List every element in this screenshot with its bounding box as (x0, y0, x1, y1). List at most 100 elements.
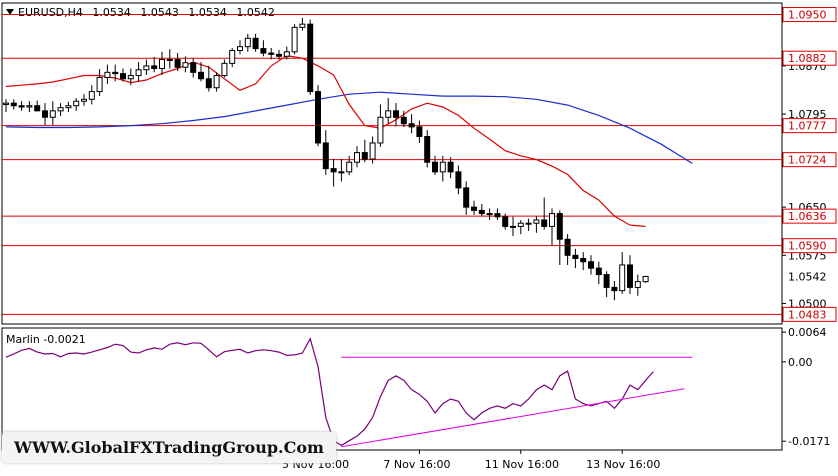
candle-down (400, 116, 407, 125)
candle-down (307, 23, 314, 93)
candle-up (3, 102, 9, 105)
candle-up (619, 264, 626, 292)
candle-up (385, 110, 392, 118)
level-label: 1.0882 (788, 52, 827, 65)
candle-up (377, 116, 384, 144)
collapse-arrow-icon[interactable] (6, 9, 14, 15)
level-label-box (782, 238, 837, 254)
candle-down (564, 238, 571, 256)
candle-down (174, 58, 181, 68)
time-tick-label: 7 Nov 16:00 (383, 458, 450, 471)
level-label: 1.0724 (788, 154, 827, 167)
candle-down (393, 110, 399, 118)
symbol-label: EURUSD,H4 (18, 6, 83, 19)
candle-up (486, 213, 493, 216)
candle-up (369, 142, 376, 160)
price-pane (1, 2, 783, 325)
candle-up (517, 222, 524, 227)
indicator-pane (1, 327, 783, 451)
candle-down (502, 216, 509, 227)
candle-down (260, 48, 267, 54)
candle-down (572, 254, 579, 260)
ohlc-open: 1.0534 (92, 6, 131, 19)
candle-down (611, 286, 618, 292)
level-label: 1.0950 (788, 9, 827, 22)
indicator-tick-label: 0.00 (788, 356, 813, 369)
candle-up (96, 76, 103, 93)
time-axis: 5 Nov 16:00 7 Nov 16:00 11 Nov 16:00 13 Nov… (282, 450, 660, 471)
candle-up (73, 100, 80, 107)
candle-down (34, 105, 41, 112)
time-tick-label: 13 Nov 16:00 (586, 458, 660, 471)
candle-down (120, 73, 126, 80)
candle-down (424, 136, 431, 163)
candle-down (322, 142, 329, 170)
price-axis: 1.09501.08701.07951.07201.06501.05751.05… (782, 7, 837, 322)
candle-up (549, 213, 555, 227)
indicator-tick-label: -0.0171 (788, 435, 830, 448)
candle-down (190, 62, 197, 73)
trendline-rising (341, 388, 685, 448)
level-label-box (782, 208, 837, 224)
price-tick-label: 1.0795 (788, 108, 827, 121)
indicator-tick-label: 0.0064 (788, 326, 827, 339)
candle-down (151, 65, 158, 69)
candle-up (439, 161, 446, 173)
candle-down (471, 206, 477, 211)
candle-down (408, 123, 415, 128)
candle-down (432, 161, 438, 173)
candle-down (198, 71, 204, 80)
candle-up (642, 275, 649, 283)
level-label-box (782, 7, 837, 23)
candle-down (18, 105, 25, 108)
candle-down (580, 258, 587, 263)
candle-up (127, 75, 134, 80)
candle-up (510, 225, 516, 228)
candle-up (57, 107, 64, 112)
candle-up (244, 37, 251, 48)
level-lines (2, 14, 782, 315)
candle-down (595, 267, 602, 276)
candle-up (346, 161, 353, 173)
candle-up (291, 26, 298, 53)
level-label-box (782, 50, 837, 66)
current-price-box (783, 269, 836, 284)
candle-up (354, 152, 360, 163)
candle-down (494, 213, 501, 218)
candle-up (143, 65, 150, 71)
candle-up (299, 23, 306, 28)
candle-up (221, 62, 228, 77)
candle-down (330, 168, 337, 173)
candle-down (627, 264, 633, 288)
level-label: 1.0483 (788, 308, 827, 321)
indicator-title: Marlin -0.0021 (6, 333, 86, 346)
candle-down (361, 152, 368, 160)
candle-up (533, 219, 540, 224)
candle-down (112, 71, 119, 75)
candles (3, 17, 649, 301)
level-label-box (782, 306, 837, 322)
candle-down (463, 187, 470, 208)
ohlc-close: 1.0542 (236, 6, 275, 19)
candle-down (268, 52, 275, 55)
moving-averages (5, 54, 693, 227)
candle-down (541, 219, 548, 227)
candle-down (205, 78, 212, 89)
candle-down (447, 161, 454, 173)
candle-up (213, 75, 220, 89)
candle-up (135, 69, 142, 77)
marlin-line (5, 337, 654, 447)
candle-up (65, 105, 72, 109)
candle-down (556, 213, 563, 240)
level-label: 1.0777 (788, 120, 827, 133)
ma-red-line (5, 54, 646, 227)
candle-up (237, 46, 243, 52)
watermark-logo: WWW.GlobalFXTradingGroup.Com (2, 432, 336, 463)
candle-up (49, 110, 56, 118)
symbol-header: EURUSD,H4 1.0534 1.0543 1.0534 1.0542 (18, 6, 275, 19)
candle-up (166, 58, 173, 61)
candle-down (252, 37, 259, 50)
candle-up (88, 91, 95, 100)
candle-down (603, 274, 610, 288)
candle-down (588, 261, 594, 269)
